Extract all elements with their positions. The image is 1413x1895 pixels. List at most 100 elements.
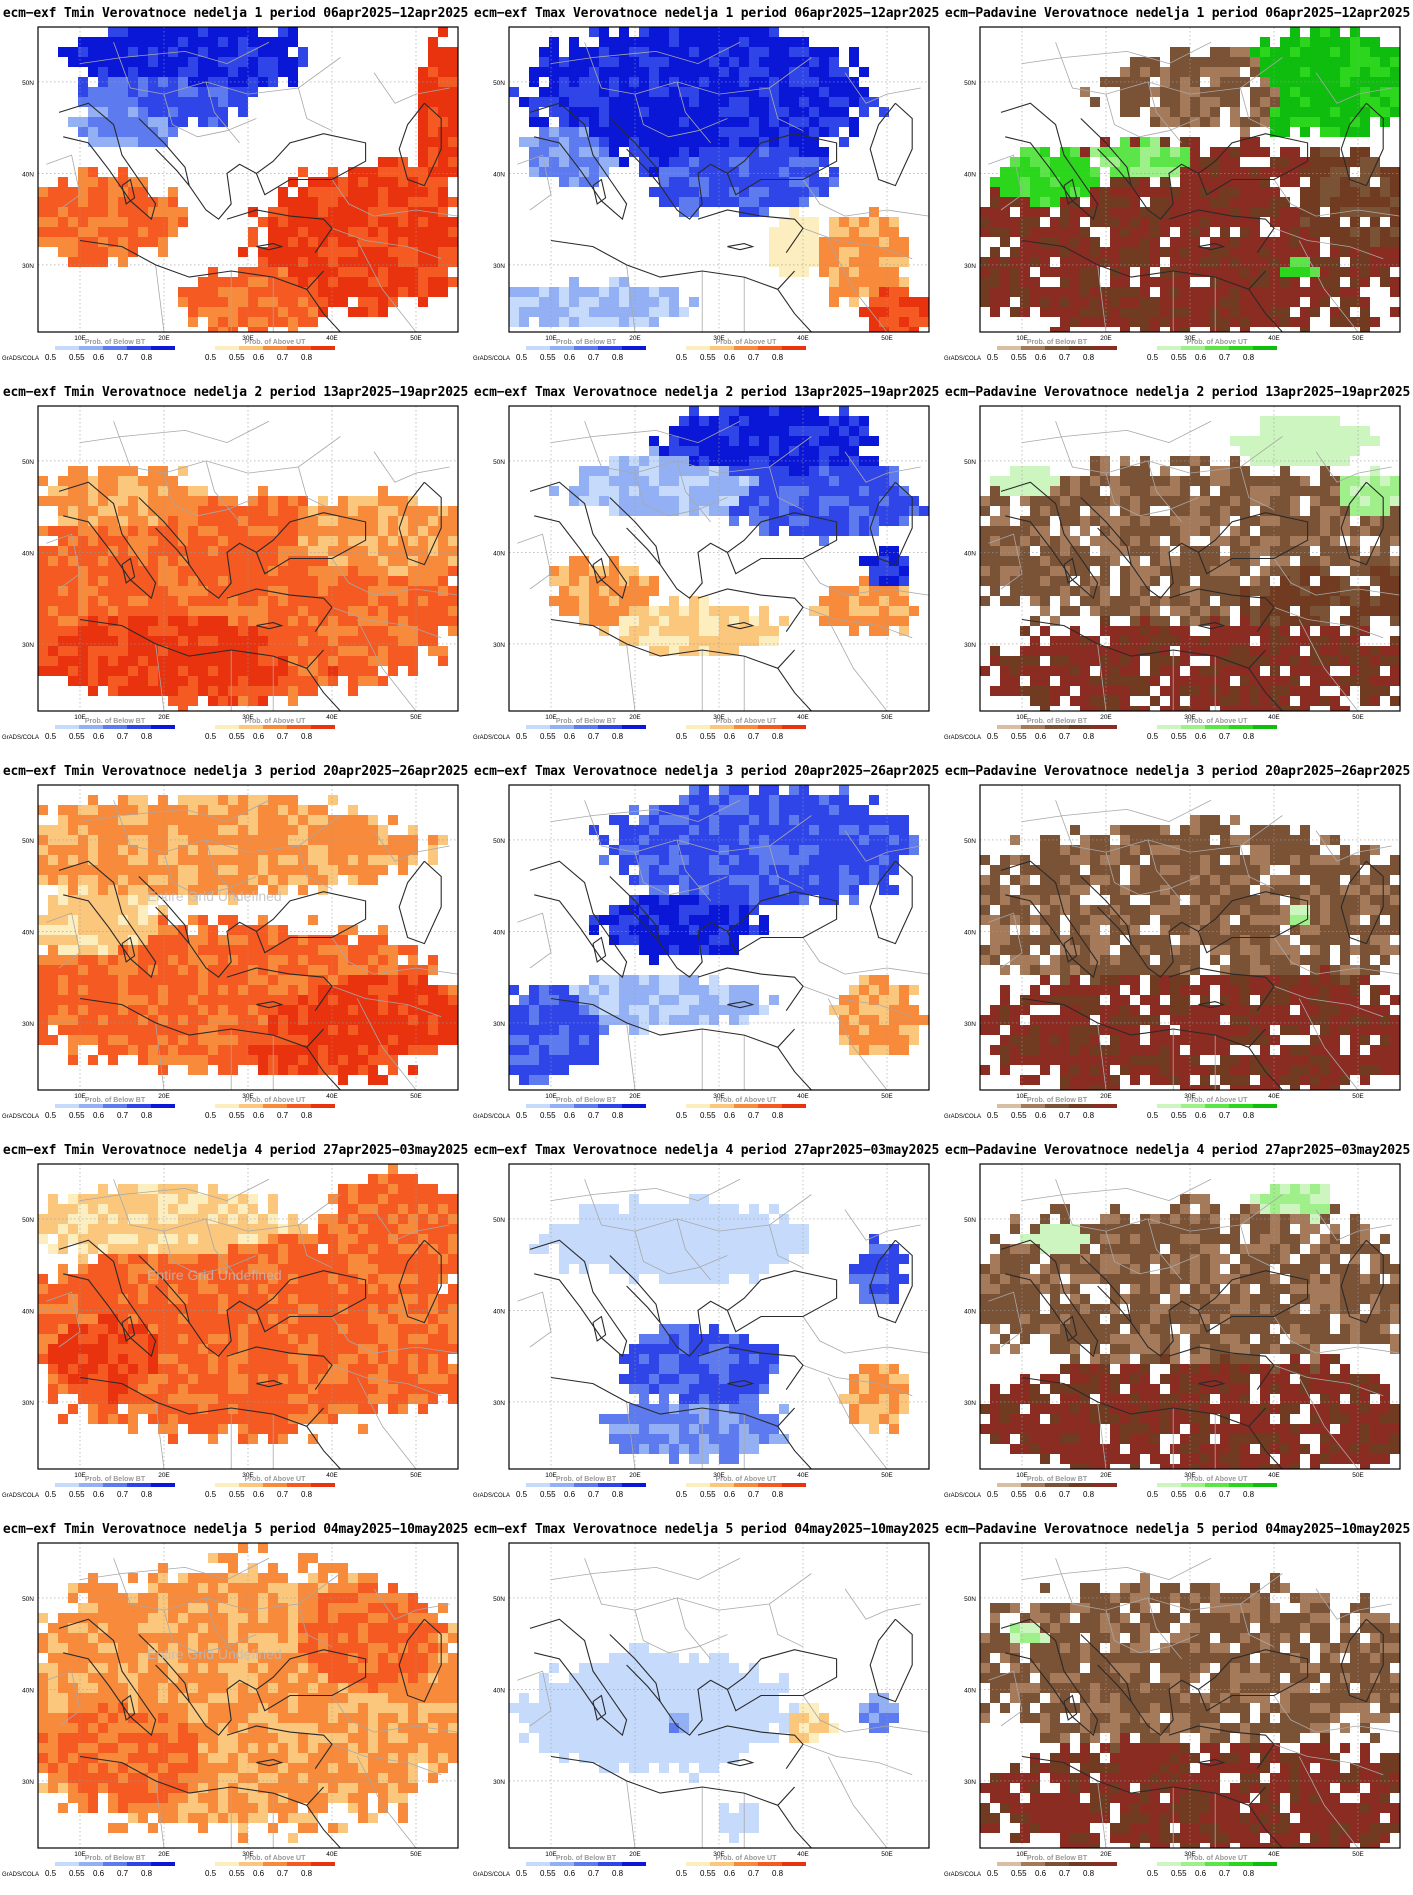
lat-tick-label: 50N <box>493 80 505 87</box>
lat-tick-label: 50N <box>22 459 34 466</box>
legend-tick: 0.8 <box>772 353 784 362</box>
legend-tick: 0.6 <box>564 732 576 741</box>
panel-title: ecm−exf Tmin Verovatnoce nedelja 3 perio… <box>2 764 469 779</box>
legend-title: Prob. of Above UT <box>716 339 778 346</box>
panel-title: ecm−exf Tmin Verovatnoce nedelja 4 perio… <box>2 1143 469 1158</box>
lat-tick-label: 40N <box>493 1687 505 1694</box>
lon-tick-label: 10E <box>1016 1093 1028 1100</box>
probability-map: 50N 40N 30N 10E 20E 30E 40E 50E Prob. of Below B… <box>473 26 930 362</box>
probability-map: 50N 40N 30N 10E 20E 30E 40E 50E Prob. of Below B… <box>944 1542 1401 1878</box>
probability-map: 50N 40N 30N 10E 20E 30E 40E 50E Prob. of Below B… <box>944 26 1401 362</box>
legend-title: Prob. of Above UT <box>1187 1476 1249 1483</box>
probability-map: 50N 40N 30N 10E 20E 30E 40E 50E Prob. of Below B… <box>944 784 1401 1120</box>
lon-tick-label: 10E <box>545 335 557 342</box>
panel-title: ecm−exf Tmax Verovatnoce nedelja 2 perio… <box>473 385 940 400</box>
above-legend: Prob. of Above UT 0.5 0.55 0.6 0.7 0.8 <box>676 1855 806 1878</box>
country-borders <box>46 41 459 333</box>
lon-tick-label: 10E <box>1016 1472 1028 1479</box>
lon-tick-label: 20E <box>1100 1851 1112 1858</box>
lon-tick-label: 30E <box>713 714 725 721</box>
below-legend: Prob. of Below BT 0.5 0.55 0.6 0.7 0.8 <box>45 1476 175 1499</box>
lon-tick-label: 30E <box>242 1093 254 1100</box>
legend-tick: 0.55 <box>69 1490 85 1499</box>
above-legend: Prob. of Above UT 0.5 0.55 0.6 0.7 0.8 <box>205 1855 335 1878</box>
below-legend: Prob. of Below BT 0.5 0.55 0.6 0.7 0.8 <box>516 339 646 362</box>
legend-tick: 0.6 <box>1035 1111 1047 1120</box>
above-legend: Prob. of Above UT 0.5 0.55 0.6 0.7 0.8 <box>1147 1097 1277 1120</box>
lon-tick-label: 50E <box>1352 1472 1364 1479</box>
legend-tick: 0.55 <box>1011 1111 1027 1120</box>
country-borders <box>988 1178 1401 1470</box>
lon-tick-label: 30E <box>242 1851 254 1858</box>
legend-tick: 0.5 <box>1147 1490 1159 1499</box>
legend-title: Prob. of Below BT <box>1027 718 1088 725</box>
lon-tick-label: 20E <box>1100 714 1112 721</box>
lon-tick-label: 20E <box>629 335 641 342</box>
legend-title: Prob. of Below BT <box>1027 1855 1088 1862</box>
legend-tick: 0.7 <box>277 1869 289 1878</box>
forecast-panel: ecm−exf Tmin Verovatnoce nedelja 5 perio… <box>0 1516 471 1895</box>
legend-tick: 0.6 <box>1195 353 1207 362</box>
legend-tick: 0.55 <box>700 1869 716 1878</box>
lon-tick-label: 40E <box>797 335 809 342</box>
legend-tick: 0.6 <box>93 732 105 741</box>
lon-tick-label: 40E <box>1268 1472 1280 1479</box>
legend-tick: 0.7 <box>748 353 760 362</box>
forecast-panel: ecm−exf Tmin Verovatnoce nedelja 1 perio… <box>0 0 471 379</box>
legend-tick: 0.7 <box>588 353 600 362</box>
grads-credit: GrADS/COLA <box>944 1114 981 1120</box>
legend-tick: 0.6 <box>724 353 736 362</box>
lat-tick-label: 40N <box>493 929 505 936</box>
legend-tick: 0.55 <box>1171 732 1187 741</box>
lat-tick-label: 30N <box>493 1021 505 1028</box>
probability-shading <box>980 27 1400 332</box>
legend-tick: 0.55 <box>700 1111 716 1120</box>
legend-tick: 0.7 <box>117 1490 129 1499</box>
lat-tick-label: 40N <box>493 550 505 557</box>
forecast-panel: ecm−exf Tmax Verovatnoce nedelja 1 perio… <box>471 0 942 379</box>
lon-tick-label: 50E <box>1352 1093 1364 1100</box>
lon-tick-label: 50E <box>881 1851 893 1858</box>
lat-tick-label: 40N <box>964 171 976 178</box>
below-legend: Prob. of Below BT 0.5 0.55 0.6 0.7 0.8 <box>987 1097 1117 1120</box>
lon-tick-label: 20E <box>629 1472 641 1479</box>
grads-credit: GrADS/COLA <box>473 1872 510 1878</box>
below-legend: Prob. of Below BT 0.5 0.55 0.6 0.7 0.8 <box>516 1476 646 1499</box>
legend-tick: 0.5 <box>987 732 999 741</box>
lat-tick-label: 30N <box>964 642 976 649</box>
legend-tick: 0.6 <box>1035 1490 1047 1499</box>
coastlines <box>529 481 913 712</box>
lat-tick-label: 30N <box>22 1021 34 1028</box>
coastlines <box>1000 1618 1384 1849</box>
probability-map: 50N 40N 30N 10E 20E 30E 40E 50E Prob. of Below B… <box>473 784 930 1120</box>
legend-tick: 0.6 <box>724 1111 736 1120</box>
legend-tick: 0.8 <box>301 1869 313 1878</box>
lat-tick-label: 30N <box>493 642 505 649</box>
lat-tick-label: 30N <box>22 1400 34 1407</box>
grads-credit: GrADS/COLA <box>473 1493 510 1499</box>
legend-title: Prob. of Below BT <box>556 718 617 725</box>
lat-tick-label: 50N <box>964 1217 976 1224</box>
legend-title: Prob. of Above UT <box>245 339 307 346</box>
panel-title: ecm−Padavine Verovatnoce nedelja 5 perio… <box>944 1522 1411 1537</box>
below-legend: Prob. of Below BT 0.5 0.55 0.6 0.7 0.8 <box>987 1476 1117 1499</box>
legend-tick: 0.55 <box>69 353 85 362</box>
lat-tick-label: 50N <box>964 838 976 845</box>
legend-tick: 0.5 <box>45 353 57 362</box>
grads-credit: GrADS/COLA <box>944 1872 981 1878</box>
legend-tick: 0.55 <box>540 1111 556 1120</box>
lat-tick-label: 50N <box>22 80 34 87</box>
legend-tick: 0.7 <box>1059 1111 1071 1120</box>
legend-tick: 0.6 <box>1195 1869 1207 1878</box>
below-legend: Prob. of Below BT 0.5 0.55 0.6 0.7 0.8 <box>45 1855 175 1878</box>
legend-title: Prob. of Above UT <box>245 1855 307 1862</box>
legend-title: Prob. of Above UT <box>1187 1855 1249 1862</box>
below-legend: Prob. of Below BT 0.5 0.55 0.6 0.7 0.8 <box>516 1855 646 1878</box>
legend-title: Prob. of Below BT <box>85 339 146 346</box>
lon-tick-label: 10E <box>74 1851 86 1858</box>
legend-tick: 0.7 <box>1059 1490 1071 1499</box>
country-borders <box>517 41 930 333</box>
coastlines <box>529 1239 913 1470</box>
legend-tick: 0.8 <box>772 1111 784 1120</box>
probability-map: 50N 40N 30N 10E 20E 30E 40E 50E Prob. of Below B… <box>2 405 459 741</box>
